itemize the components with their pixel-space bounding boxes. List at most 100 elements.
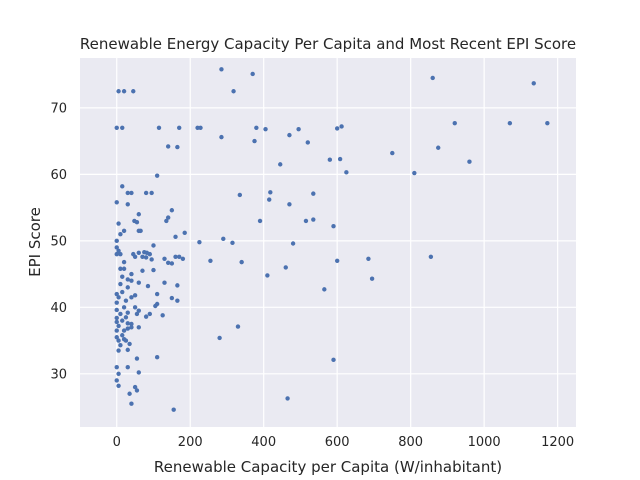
data-point — [114, 200, 119, 205]
data-point — [334, 126, 340, 131]
data-point — [132, 384, 138, 390]
data-point — [230, 240, 235, 246]
data-point — [125, 285, 130, 290]
data-point — [169, 208, 175, 213]
data-point — [311, 217, 316, 222]
data-point — [237, 192, 243, 198]
data-point — [136, 325, 141, 330]
data-point — [131, 89, 136, 94]
data-point — [140, 254, 145, 259]
data-point — [175, 283, 180, 288]
data-point — [129, 271, 134, 277]
data-point — [177, 125, 182, 131]
data-point — [252, 138, 257, 144]
data-point — [134, 356, 140, 361]
chart-title: Renewable Energy Capacity Per Capita and… — [80, 35, 576, 53]
data-point — [129, 295, 134, 300]
data-point — [507, 120, 513, 126]
data-point — [116, 248, 121, 254]
data-point — [165, 215, 171, 220]
data-point — [125, 326, 130, 331]
data-point — [219, 67, 224, 72]
data-point — [149, 190, 154, 196]
y-tick-label: 70 — [50, 101, 67, 116]
y-axis-label: EPI Score — [26, 207, 44, 277]
data-point — [118, 343, 123, 348]
data-point — [120, 274, 125, 279]
data-point — [198, 125, 203, 131]
data-point — [125, 202, 130, 207]
data-point — [116, 295, 121, 300]
data-point — [235, 324, 241, 329]
data-point — [114, 245, 119, 250]
data-point — [254, 125, 259, 131]
data-point — [366, 256, 371, 261]
data-point — [129, 190, 134, 196]
data-point — [165, 260, 171, 265]
plot-area — [80, 58, 576, 427]
data-point — [132, 254, 138, 259]
data-point — [283, 265, 288, 270]
data-point — [118, 266, 123, 271]
data-point — [121, 266, 127, 271]
data-point — [177, 254, 182, 259]
data-point — [116, 221, 121, 226]
data-point — [173, 234, 178, 240]
data-point — [136, 308, 141, 313]
data-point — [311, 191, 316, 196]
data-point — [217, 335, 222, 341]
x-axis-label: Renewable Capacity per Capita (W/inhabit… — [154, 458, 502, 476]
data-point — [239, 259, 244, 265]
data-point — [208, 258, 213, 263]
data-point — [173, 254, 178, 259]
data-point — [154, 173, 160, 178]
data-point — [136, 250, 141, 256]
data-point — [140, 268, 145, 273]
data-point — [123, 315, 129, 320]
data-point — [114, 328, 119, 333]
y-tick-label: 50 — [50, 234, 67, 249]
data-point — [369, 276, 375, 281]
x-tick-label: 200 — [178, 435, 203, 450]
data-point — [114, 125, 119, 131]
data-point — [197, 239, 202, 245]
data-point — [138, 228, 143, 234]
data-point — [132, 305, 138, 310]
data-point — [267, 197, 272, 202]
data-point — [120, 333, 125, 338]
data-point — [156, 125, 162, 131]
data-point — [467, 159, 472, 164]
data-point — [114, 319, 119, 325]
data-point — [143, 190, 149, 196]
x-tick-label: 0 — [113, 435, 121, 450]
data-point — [337, 156, 343, 162]
data-point — [121, 305, 127, 310]
data-point — [116, 338, 121, 343]
grid-lines — [80, 58, 576, 427]
data-point — [114, 251, 119, 257]
data-point — [171, 407, 176, 412]
data-point — [331, 357, 336, 363]
data-point — [296, 126, 301, 132]
data-point — [118, 231, 123, 237]
x-tick-labels: 0 200 400 600 800 1000 1200 — [113, 435, 575, 450]
y-tick-label: 60 — [50, 168, 67, 183]
data-point — [121, 89, 127, 94]
x-tick-label: 600 — [325, 435, 350, 450]
data-point — [287, 202, 292, 207]
data-point — [114, 364, 119, 370]
data-point — [121, 228, 127, 234]
data-point — [145, 283, 151, 289]
data-point — [114, 378, 119, 383]
data-point — [127, 341, 132, 347]
data-point — [154, 291, 160, 297]
data-point — [430, 75, 435, 81]
data-point — [322, 287, 327, 292]
data-point — [118, 251, 123, 257]
data-points — [114, 67, 550, 412]
data-point — [151, 243, 156, 248]
data-point — [143, 255, 149, 260]
data-point — [120, 184, 125, 189]
data-point — [221, 236, 226, 242]
